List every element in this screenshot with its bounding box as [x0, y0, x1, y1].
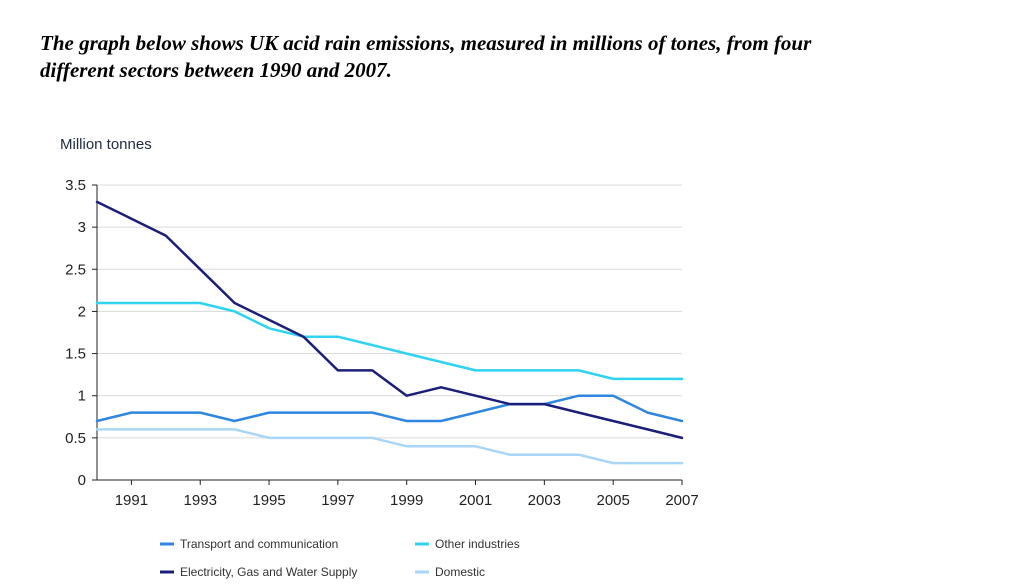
legend-label-2: Electricity, Gas and Water Supply [180, 565, 357, 579]
chart-heading: The graph below shows UK acid rain emiss… [40, 30, 1010, 84]
heading-line-1: The graph below shows UK acid rain emiss… [40, 31, 812, 55]
x-tick-label-1: 1993 [184, 492, 217, 509]
legend-label-1: Other industries [435, 537, 520, 551]
y-tick-label-5: 2.5 [65, 261, 86, 278]
series-line-0 [95, 394, 684, 423]
x-tick-label-0: 1991 [115, 492, 148, 509]
x-tick-label-4: 1999 [390, 492, 423, 509]
y-tick-label-3: 1.5 [65, 346, 86, 363]
x-tick-label-7: 2005 [596, 492, 629, 509]
y-tick-label-0: 0 [78, 472, 86, 489]
y-tick-label-1: 0.5 [65, 430, 86, 447]
axes [96, 185, 682, 481]
y-axis-ticks: 0 0.5 1 1.5 2 2.5 3 3.5 [65, 177, 97, 489]
legend-label-0: Transport and communication [180, 537, 338, 551]
y-axis-unit-label: Million tonnes [60, 136, 152, 153]
x-tick-label-8: 2007 [665, 492, 698, 509]
x-tick-label-5: 2001 [459, 492, 492, 509]
series-lines [95, 200, 684, 465]
x-tick-label-3: 1997 [321, 492, 354, 509]
legend: Transport and communication Other industr… [160, 537, 520, 579]
legend-label-3: Domestic [435, 565, 485, 579]
y-tick-label-6: 3 [78, 219, 86, 236]
y-tick-label-7: 3.5 [65, 177, 86, 194]
gridlines [97, 184, 682, 439]
x-axis-ticks: 1991 1993 1995 1997 1999 2001 2003 2005 2007 [115, 480, 699, 509]
x-tick-label-6: 2003 [528, 492, 561, 509]
heading-line-2: different sectors between 1990 and 2007. [40, 58, 392, 82]
x-tick-label-2: 1995 [252, 492, 285, 509]
series-line-3 [95, 428, 684, 465]
y-tick-label-4: 2 [78, 303, 86, 320]
series-line-1 [95, 301, 684, 381]
series-line-2 [95, 200, 684, 440]
y-tick-label-2: 1 [78, 388, 86, 405]
